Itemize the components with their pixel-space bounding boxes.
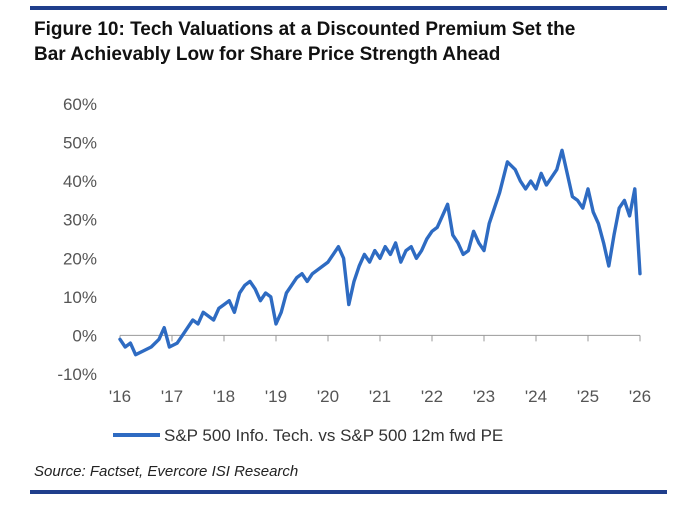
series-layer — [118, 148, 642, 357]
series-line-0 — [118, 148, 642, 357]
x-tick-label: '22 — [421, 387, 443, 406]
y-tick-label: 0% — [72, 326, 97, 345]
x-tick-label: '21 — [369, 387, 391, 406]
y-tick-label: 40% — [63, 172, 97, 191]
y-tick-label: 10% — [63, 288, 97, 307]
x-tick-label: '16 — [109, 387, 131, 406]
x-tick-label: '17 — [161, 387, 183, 406]
y-tick-label: 50% — [63, 134, 97, 153]
x-tick-label: '26 — [629, 387, 651, 406]
x-axis: '16 '17 '18 '19 '20 '21 '22 '23 '24 '25 '26 — [109, 334, 651, 406]
x-tick-label: '19 — [265, 387, 287, 406]
y-axis-ticks: -10% 0% 10% 20% 30% 40% 50% 60% — [57, 95, 97, 384]
y-tick-label: 30% — [63, 211, 97, 230]
figure-title-line-2: Bar Achievably Low for Share Price Stren… — [34, 44, 501, 65]
x-tick-label: '20 — [317, 387, 339, 406]
figure-title-line-1: Figure 10: Tech Valuations at a Discount… — [34, 19, 576, 40]
y-tick-label: 20% — [63, 249, 97, 268]
legend: S&P 500 Info. Tech. vs S&P 500 12m fwd P… — [113, 426, 503, 445]
legend-label: S&P 500 Info. Tech. vs S&P 500 12m fwd P… — [164, 426, 503, 445]
x-tick-label: '24 — [525, 387, 547, 406]
y-tick-label: -10% — [57, 365, 97, 384]
source-note: Source: Factset, Evercore ISI Research — [34, 463, 299, 480]
figure-title: Figure 10: Tech Valuations at a Discount… — [34, 17, 674, 67]
x-tick-label: '23 — [473, 387, 495, 406]
x-tick-label: '18 — [213, 387, 235, 406]
bottom-rule — [30, 490, 667, 494]
y-tick-label: 60% — [63, 95, 97, 114]
top-rule — [30, 6, 667, 10]
x-tick-label: '25 — [577, 387, 599, 406]
